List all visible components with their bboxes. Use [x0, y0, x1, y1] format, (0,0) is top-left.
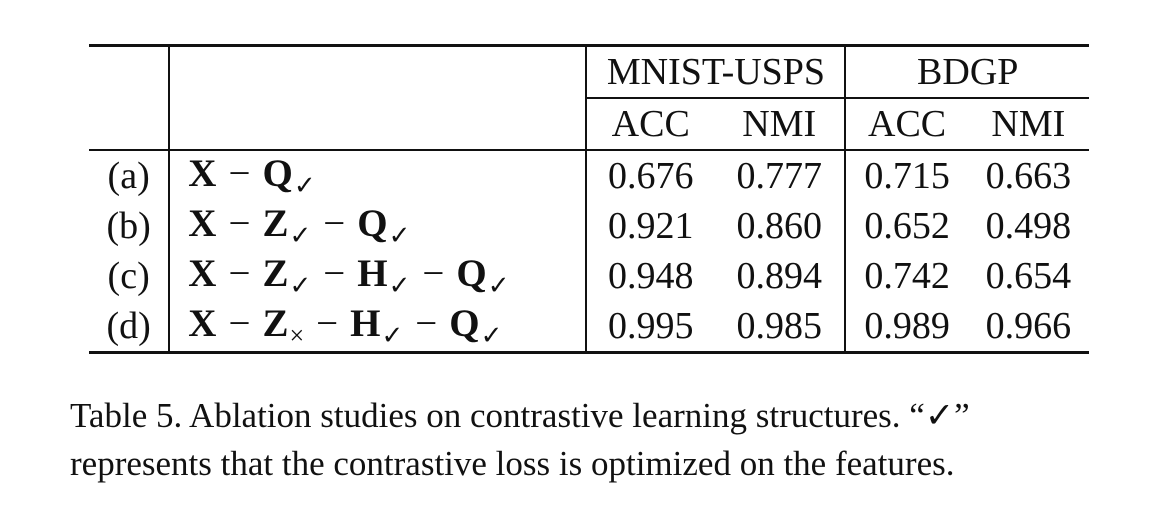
cell-bdgp-acc: 0.652 [864, 205, 950, 247]
minus-operator: − [323, 251, 346, 295]
checkmark-icon: ✓ [289, 270, 312, 300]
cell-bdgp-acc: 0.715 [845, 149, 968, 201]
cell-mnist-nmi: 0.777 [714, 149, 847, 201]
row-structure: X − Z✓ − H✓ − Q✓ [169, 251, 588, 301]
checkmark-icon: ✓ [293, 170, 316, 200]
cell-bdgp-nmi: 0.966 [967, 301, 1089, 354]
header-bdgp-acc: ACC [868, 103, 947, 145]
header-empty-structure [169, 98, 588, 150]
variable-q: Q [262, 151, 293, 195]
header-mnist-usps: MNIST-USPS [586, 44, 847, 99]
structure-formula: X − Z✓ − Q✓ [188, 201, 410, 249]
caption-line-2: represents that the contrastive loss is … [70, 444, 955, 483]
checkmark-icon: ✓ [388, 220, 411, 250]
minus-operator: − [228, 301, 251, 345]
minus-operator: − [415, 301, 438, 345]
table-caption: Table 5. Ablation studies on contrastive… [70, 392, 1120, 488]
table-row: (b) X − Z✓ − Q✓ 0.921 0.860 0.652 0.498 [89, 201, 1089, 251]
header-empty-structure [169, 44, 588, 98]
checkmark-icon: ✓ [289, 220, 312, 250]
cell-mnist-acc: 0.948 [607, 255, 694, 297]
header-row-datasets: MNIST-USPS BDGP [89, 44, 1089, 99]
header-bdgp: BDGP [845, 44, 1089, 99]
row-structure: X − Z✓ − Q✓ [169, 201, 588, 251]
variable-h: H [350, 301, 381, 345]
variable-x: X [188, 251, 217, 295]
header-empty-id [89, 98, 171, 150]
checkmark-icon: ✓ [381, 320, 404, 350]
minus-operator: − [228, 151, 251, 195]
minus-operator: − [422, 251, 445, 295]
row-structure: X − Q✓ [169, 149, 588, 201]
minus-operator: − [228, 201, 251, 245]
variable-x: X [188, 201, 217, 245]
caption-line-1: Table 5. Ablation studies on contrastive… [70, 396, 970, 435]
row-id: (a) [89, 149, 171, 201]
variable-x: X [188, 151, 217, 195]
row-id: (c) [89, 251, 171, 301]
ablation-table: MNIST-USPS BDGP ACC NMI ACC NMI (a) X − Q✓ 0… [89, 44, 1089, 354]
variable-x: X [188, 301, 217, 345]
variable-z: Z [262, 201, 289, 245]
minus-operator: − [323, 201, 346, 245]
minus-operator: − [316, 301, 339, 345]
checkmark-icon: ✓ [487, 270, 510, 300]
cell-mnist-acc: 0.676 [586, 149, 715, 201]
checkmark-icon: ✓ [480, 320, 503, 350]
variable-q: Q [449, 301, 480, 345]
cell-mnist-nmi: 0.985 [714, 301, 847, 354]
table-row: (d) X − Z× − H✓ − Q✓ 0.995 0.985 0.989 0.966 [89, 301, 1089, 354]
variable-z: Z [262, 301, 289, 345]
cell-mnist-nmi: 0.894 [714, 251, 847, 301]
variable-z: Z [262, 251, 289, 295]
cell-mnist-acc: 0.995 [586, 301, 715, 354]
checkmark-icon: ✓ [388, 270, 411, 300]
variable-h: H [357, 251, 388, 295]
cell-mnist-acc: 0.921 [607, 205, 694, 247]
row-id: (b) [89, 201, 171, 251]
variable-q: Q [456, 251, 487, 295]
cross-icon: × [289, 320, 305, 350]
header-mnist-acc: ACC [611, 103, 690, 145]
minus-operator: − [228, 251, 251, 295]
table-row: (a) X − Q✓ 0.676 0.777 0.715 0.663 [89, 149, 1089, 201]
table-row: (c) X − Z✓ − H✓ − Q✓ 0.948 0.894 0.742 0.654 [89, 251, 1089, 301]
cell-bdgp-nmi: 0.654 [985, 255, 1072, 297]
cell-bdgp-nmi: 0.498 [985, 205, 1072, 247]
row-structure: X − Z× − H✓ − Q✓ [169, 301, 588, 354]
cell-bdgp-acc: 0.742 [864, 255, 950, 297]
table-body: MNIST-USPS BDGP ACC NMI ACC NMI (a) X − Q✓ 0… [89, 44, 1089, 354]
header-row-metrics: ACC NMI ACC NMI [89, 98, 1089, 150]
cell-mnist-nmi: 0.860 [714, 201, 847, 251]
variable-q: Q [357, 201, 388, 245]
cell-bdgp-acc: 0.989 [845, 301, 968, 354]
structure-formula: X − Q✓ [188, 151, 315, 199]
cell-bdgp-nmi: 0.663 [967, 149, 1089, 201]
header-mnist-nmi: NMI [714, 98, 847, 150]
row-id: (d) [89, 301, 171, 354]
header-empty-id [89, 44, 171, 98]
header-bdgp-nmi: NMI [991, 103, 1066, 145]
structure-formula: X − Z✓ − H✓ − Q✓ [188, 251, 509, 299]
structure-formula: X − Z× − H✓ − Q✓ [188, 301, 502, 349]
